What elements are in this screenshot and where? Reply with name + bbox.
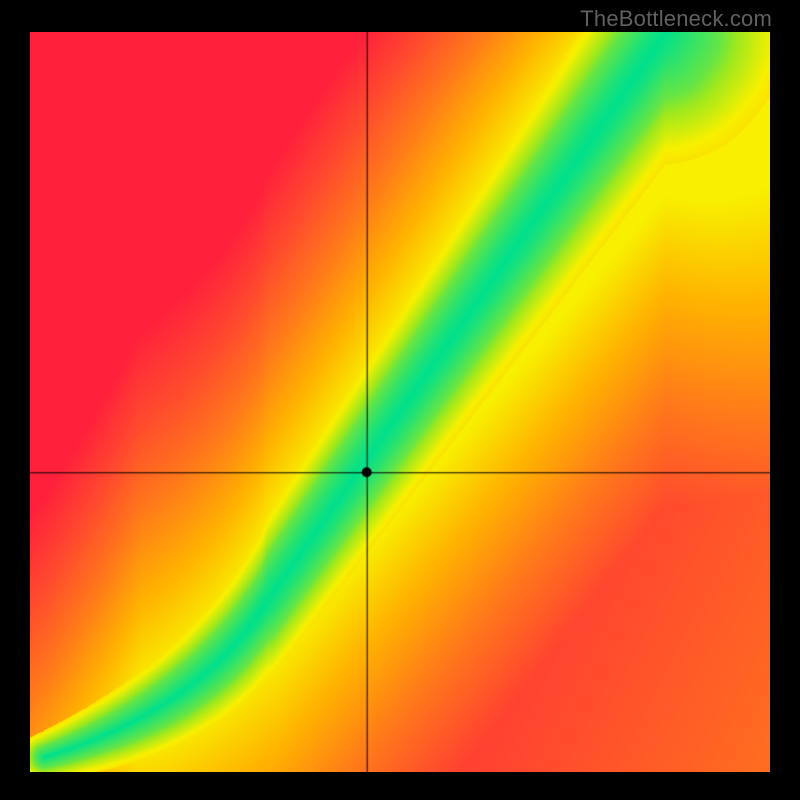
overlay-canvas <box>0 0 800 800</box>
chart-container: TheBottleneck.com <box>0 0 800 800</box>
watermark-text: TheBottleneck.com <box>580 6 772 32</box>
